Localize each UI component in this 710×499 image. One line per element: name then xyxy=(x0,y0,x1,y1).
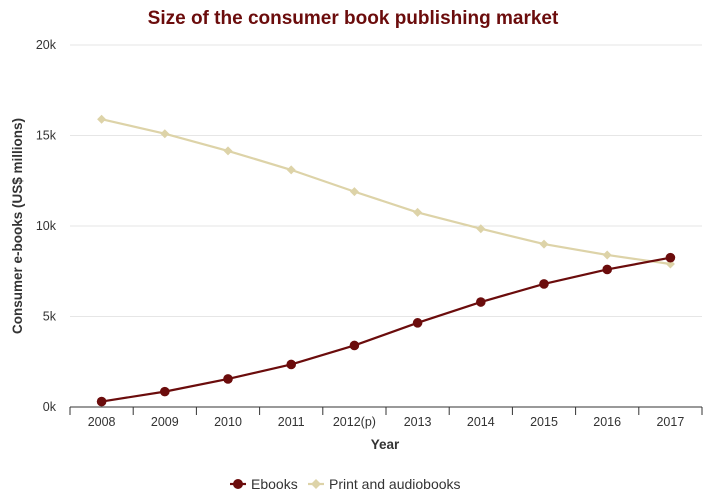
x-tick-label-0: 2008 xyxy=(88,415,116,429)
x-tick-label-3: 2011 xyxy=(278,415,305,429)
x-tick-label-6: 2014 xyxy=(467,415,495,429)
point-0-0 xyxy=(96,396,107,407)
y-tick-label-2: 10k xyxy=(36,219,57,233)
gridlines xyxy=(70,44,702,317)
point-0-8 xyxy=(602,264,612,275)
series-1 xyxy=(97,114,675,269)
x-tick-label-9: 2017 xyxy=(656,415,684,429)
axes: 0k 5k 10k 15k 20k 2008 2009 2010 2011 2012(p) 2013… xyxy=(36,38,703,429)
point-1-8 xyxy=(602,250,612,260)
series-line-1 xyxy=(101,118,671,266)
series-layer xyxy=(96,114,676,407)
point-0-1 xyxy=(160,386,170,397)
point-0-5 xyxy=(412,318,423,328)
point-0-7 xyxy=(539,279,549,289)
y-tick-label-1: 5k xyxy=(43,310,57,324)
point-1-1 xyxy=(160,129,170,139)
point-1-6 xyxy=(476,224,486,234)
x-tick-label-2: 2010 xyxy=(214,415,242,429)
x-axis-title: Year xyxy=(371,437,400,452)
point-0-9 xyxy=(665,252,676,263)
point-1-7 xyxy=(539,239,549,249)
y-tick-label-3: 15k xyxy=(36,129,57,143)
y-axis-title: Consumer e-books (US$ millions) xyxy=(10,118,25,334)
legend-label-1: Print and audiobooks xyxy=(329,476,461,492)
legend-marker-1 xyxy=(311,479,321,489)
legend-item-0: Ebooks xyxy=(230,476,298,492)
x-tick-label-7: 2015 xyxy=(530,415,558,429)
point-0-3 xyxy=(286,359,297,370)
y-tick-label-0: 0k xyxy=(43,400,57,414)
y-tick-label-4: 20k xyxy=(36,38,57,52)
legend: Ebooks Print and audiobooks xyxy=(230,476,461,492)
point-0-2 xyxy=(223,374,233,384)
x-tick-label-8: 2016 xyxy=(593,415,621,429)
x-tick-label-4: 2012(p) xyxy=(333,415,376,429)
series-0 xyxy=(96,252,676,407)
legend-label-0: Ebooks xyxy=(251,476,298,492)
point-1-4 xyxy=(349,187,359,197)
point-1-3 xyxy=(286,165,296,175)
x-tick-label-5: 2013 xyxy=(404,415,432,429)
point-0-6 xyxy=(476,297,486,307)
point-1-0 xyxy=(97,114,107,124)
point-0-4 xyxy=(349,340,360,351)
point-1-5 xyxy=(413,207,423,217)
legend-marker-0 xyxy=(233,479,243,489)
chart-title: Size of the consumer book publishing mar… xyxy=(148,8,559,29)
point-1-2 xyxy=(223,146,233,156)
x-tick-label-1: 2009 xyxy=(151,415,179,429)
legend-item-1: Print and audiobooks xyxy=(308,476,461,492)
series-line-0 xyxy=(101,256,671,403)
